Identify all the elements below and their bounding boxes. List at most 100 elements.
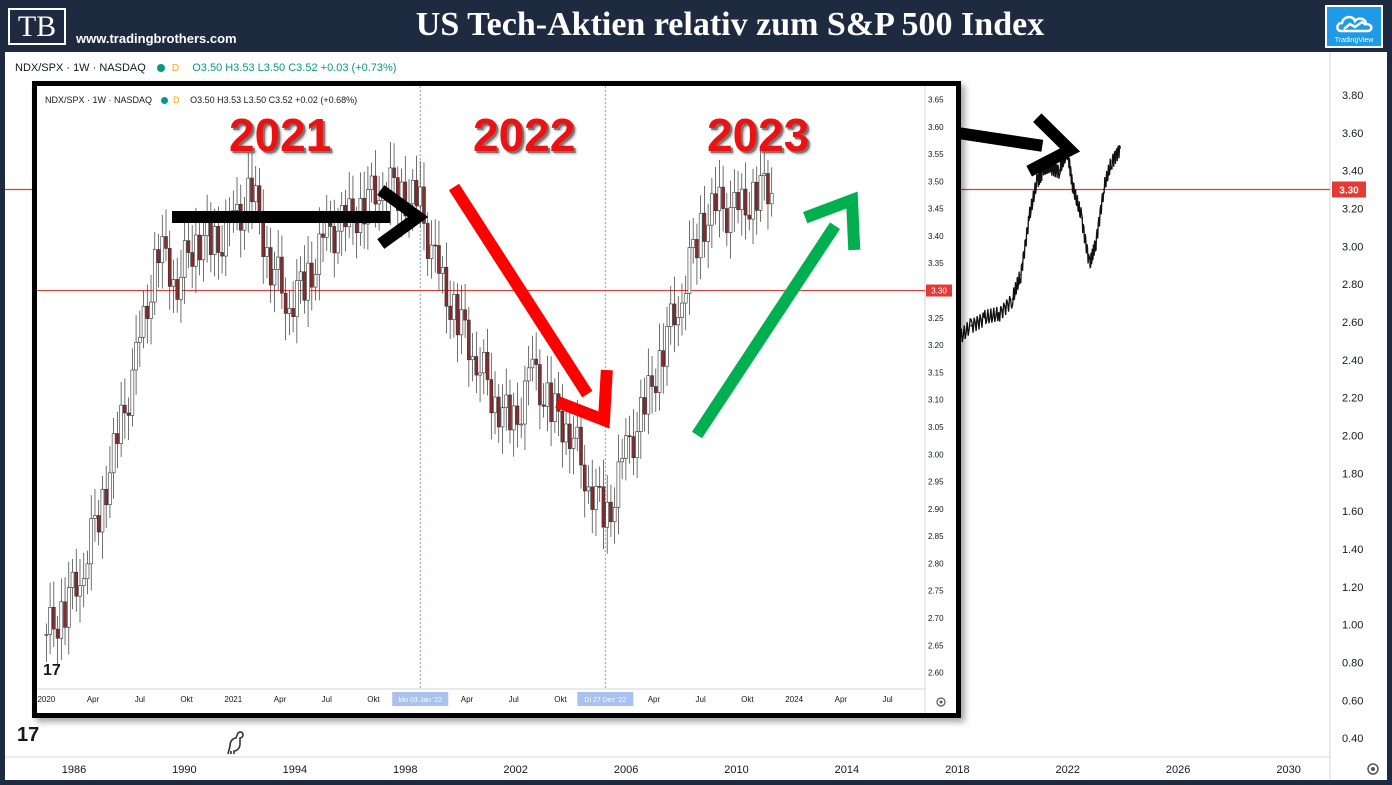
inset-x-tick-label: 2024 [785, 695, 803, 704]
inset-price-level-label: 3.30 [931, 287, 947, 296]
candle-body [553, 393, 557, 422]
candle-body [425, 223, 430, 259]
candle-body [612, 507, 617, 523]
inset-delayed-badge: D [173, 95, 180, 105]
settings-gear-icon[interactable] [1365, 761, 1381, 777]
candle-body [302, 271, 307, 301]
candle-body [422, 186, 426, 224]
candle-body [179, 276, 183, 300]
candle-body [354, 219, 359, 234]
candle-body [261, 216, 266, 257]
candle-body [582, 464, 587, 492]
candle-body [328, 216, 333, 227]
candle-body [123, 404, 127, 414]
candle-body [205, 221, 209, 236]
inset-candlestick-chart[interactable]: 2.60 2.65 2.70 2.75 2.80 2.85 2.90 2.95 3.00 3.05… [37, 86, 956, 713]
candle-body [224, 218, 228, 257]
candle-body [702, 212, 707, 242]
candle-body [586, 486, 591, 492]
x-tick-label: 2030 [1276, 764, 1300, 776]
x-tick-label: 2014 [835, 764, 859, 776]
inset-y-tick-label: 2.70 [928, 614, 944, 623]
y-tick-label: 3.60 [1342, 128, 1363, 140]
inset-y-tick-label: 2.75 [928, 587, 944, 596]
x-tick-label: 2022 [1056, 764, 1080, 776]
candle-body [231, 210, 236, 216]
candle-body [695, 239, 699, 259]
candle-body [175, 279, 180, 300]
inset-ohlc-values: O3.50 H3.53 L3.50 C3.52 +0.02 (+0.68%) [190, 95, 358, 105]
candle-body [115, 433, 120, 444]
inset-y-tick-label: 2.80 [928, 559, 944, 568]
inset-x-tick-label: Okt [367, 695, 380, 704]
x-tick-label: 1990 [172, 764, 196, 776]
candle-body [66, 587, 71, 628]
price-level-label: 3.30 [1339, 186, 1359, 197]
candle-body [227, 214, 232, 220]
candle-body [295, 280, 299, 317]
inset-y-tick-label: 3.55 [928, 150, 944, 159]
inset-x-tick-label: Apr [648, 695, 661, 704]
inset-x-tick-label: Jul [882, 695, 892, 704]
candle-body [751, 181, 755, 220]
candle-body [526, 367, 531, 382]
candle-body [489, 379, 494, 414]
candle-body [474, 356, 479, 376]
candle-body [156, 249, 161, 264]
candle-body [388, 167, 393, 199]
inset-x-tick-label: Jul [696, 695, 706, 704]
candle-body [287, 308, 292, 314]
dino-icon[interactable] [224, 730, 248, 756]
candle-body [732, 192, 737, 208]
candle-body [407, 203, 411, 217]
tradingview-badge: TradingView [1325, 5, 1383, 48]
candle-body [515, 405, 520, 425]
candle-body [313, 274, 318, 288]
candle-body [324, 216, 329, 238]
candle-body [362, 198, 366, 225]
inset-x-tick-label: Apr [461, 695, 474, 704]
candle-body [493, 396, 497, 414]
candle-body [762, 173, 767, 176]
candle-body [631, 436, 636, 459]
x-tick-label: 1986 [62, 764, 86, 776]
data-point [1089, 264, 1091, 266]
year-label-2022: 2022 [473, 109, 576, 161]
candle-body [635, 431, 639, 459]
candle-body [119, 404, 123, 444]
candle-body [373, 175, 378, 205]
candle-body [212, 226, 217, 255]
inset-settings-gear-icon[interactable] [935, 696, 947, 708]
main-symbol-label[interactable]: NDX/SPX · 1W · NASDAQ [15, 62, 146, 74]
candle-body [171, 279, 176, 287]
candle-body [366, 189, 370, 225]
inset-x-tick-label: 2020 [37, 695, 55, 704]
candle-body [250, 177, 254, 203]
delayed-badge: D [171, 63, 180, 74]
candle-body [459, 309, 464, 336]
data-point [997, 313, 1000, 316]
candle-body [358, 198, 363, 234]
candle-body [668, 303, 673, 327]
candle-body [414, 180, 419, 207]
candle-body [556, 393, 561, 412]
y-tick-label: 0.60 [1342, 695, 1363, 707]
candle-body [246, 177, 251, 216]
inset-symbol-label[interactable]: NDX/SPX · 1W · NASDAQ [45, 95, 153, 105]
inset-y-tick-label: 3.40 [928, 232, 944, 241]
inset-x-tick-label: Okt [741, 695, 754, 704]
candle-body [235, 203, 239, 211]
candle-body [691, 239, 695, 248]
y-tick-label: 3.20 [1342, 203, 1363, 215]
tradingview-watermark: 17 [17, 724, 40, 746]
data-point [1102, 188, 1105, 191]
inset-price-level-badge [926, 284, 952, 297]
candle-body [332, 226, 337, 254]
inset-y-tick-label: 2.85 [928, 532, 944, 541]
candle-body [605, 501, 609, 528]
candle-body [467, 319, 471, 361]
candle-body [268, 247, 273, 286]
candle-body [687, 247, 692, 294]
price-level-badge [1332, 181, 1366, 198]
inset-tradingview-watermark: 17 [43, 662, 61, 679]
